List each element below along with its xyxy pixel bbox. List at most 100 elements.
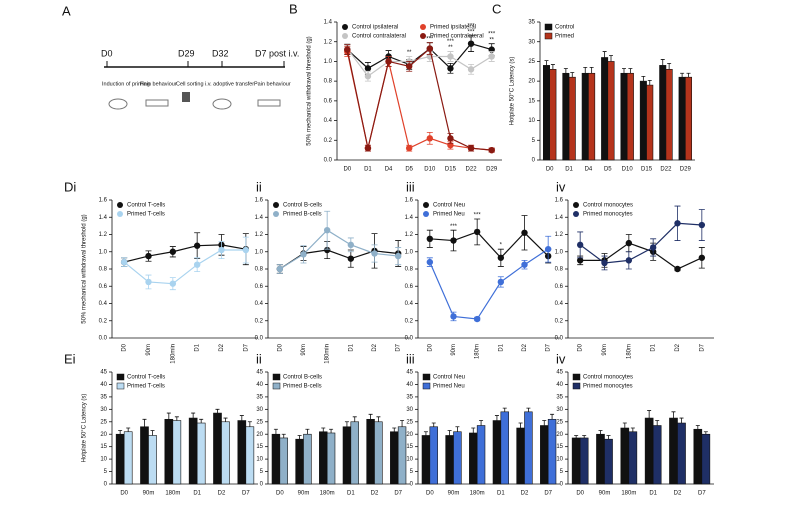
x-tick-label: 90m	[602, 344, 608, 356]
bar	[540, 425, 549, 485]
x-tick-label: D5	[604, 167, 612, 173]
point	[447, 135, 454, 142]
point	[145, 252, 152, 260]
x-tick-label: D4	[385, 167, 393, 173]
bar	[429, 426, 438, 485]
y-tick-label: 0.2	[255, 318, 264, 324]
bar	[549, 69, 557, 161]
point	[450, 313, 457, 320]
legend-label: Primed monocytes	[583, 384, 633, 390]
error-bar	[622, 422, 627, 428]
error-bar	[686, 72, 691, 78]
timeline-label: D0	[101, 48, 113, 58]
legend-marker	[117, 202, 123, 208]
error-bar	[305, 428, 310, 435]
legend-marker	[420, 24, 426, 30]
y-tick-label: 35	[528, 20, 535, 26]
point	[576, 241, 584, 249]
y-tick-label: 40	[100, 382, 107, 388]
x-tick-label: 180m	[165, 491, 180, 497]
x-tick-label: 180m	[470, 491, 485, 497]
bar	[626, 72, 634, 161]
y-tick-label: 20	[256, 432, 263, 438]
error-bar	[628, 68, 633, 74]
x-tick-label: D7	[396, 343, 402, 351]
point	[467, 40, 475, 47]
x-tick-label: D0	[343, 167, 351, 173]
bar	[568, 76, 576, 161]
x-tick-label: 90m	[451, 344, 457, 356]
legend-label: Control contralateral	[352, 34, 406, 40]
point	[426, 45, 434, 52]
x-tick-label: D0	[576, 491, 584, 497]
y-tick-label: 0.8	[555, 267, 564, 273]
x-tick-label: D15	[445, 167, 457, 173]
bar	[562, 72, 570, 161]
y-tick-label: 5	[260, 469, 264, 475]
point	[674, 220, 681, 227]
y-tick-label: 0	[260, 482, 264, 488]
point	[364, 65, 372, 72]
error-bar	[142, 418, 147, 427]
legend-label: Control Neu	[433, 203, 465, 209]
x-tick-label: D1	[364, 167, 372, 173]
x-tick-label: D1	[347, 491, 355, 497]
error-bar	[166, 412, 171, 420]
error-bar	[630, 427, 635, 432]
bar	[279, 437, 288, 485]
panel-label: iii	[406, 351, 415, 366]
error-bar	[518, 422, 523, 428]
legend-label: Control Neu	[433, 375, 465, 381]
bar	[390, 431, 399, 485]
error-bar	[199, 418, 204, 424]
error-bar	[621, 68, 626, 74]
legend-label: Control ipsilateral	[352, 25, 398, 31]
x-tick-label: D0	[546, 167, 554, 173]
y-tick-label: 45	[100, 370, 107, 376]
step-label: Induction of priming	[102, 81, 150, 87]
point	[218, 246, 225, 254]
x-tick-label: D0	[277, 343, 283, 351]
bar	[188, 417, 198, 485]
bar	[571, 437, 581, 485]
x-tick-label: D0	[426, 491, 434, 497]
y-tick-label: 0.4	[405, 301, 414, 307]
panel-label: ii	[256, 179, 262, 194]
x-tick-label: 180m	[626, 344, 632, 359]
y-tick-label: 15	[100, 444, 107, 450]
error-bar	[598, 430, 603, 435]
y-tick-label: 0.8	[99, 267, 108, 273]
y-tick-label: 0.0	[405, 336, 414, 342]
timeline-label: D7 post i.v.	[255, 48, 299, 58]
x-tick-label: D1	[195, 343, 201, 351]
y-axis-label: Hotplate 50°C Latency (s)	[82, 394, 88, 463]
error-bar	[602, 51, 607, 58]
bar	[685, 76, 693, 161]
timeline-label: D32	[212, 48, 229, 58]
point	[488, 53, 495, 60]
panel-a: A D0 D29 D32 D7 post i.v. Induction of p…	[62, 3, 299, 110]
error-bar	[574, 435, 579, 438]
bar	[445, 435, 454, 485]
point	[544, 245, 552, 253]
x-tick-label: D7	[243, 343, 249, 351]
error-bar	[563, 68, 568, 74]
bar	[476, 425, 486, 485]
significance-label: **	[407, 50, 412, 56]
error-bar	[400, 420, 405, 427]
x-tick-label: D1	[348, 343, 354, 351]
y-tick-label: 0.4	[99, 301, 108, 307]
apparatus-icon	[145, 99, 169, 107]
x-tick-label: 180m	[621, 491, 636, 497]
point	[447, 65, 454, 72]
bar	[319, 431, 328, 485]
error-bar	[679, 417, 684, 424]
bar	[492, 420, 502, 485]
legend-label: Control	[555, 25, 574, 31]
significance-label: ***	[450, 224, 458, 230]
bar	[213, 412, 222, 485]
y-tick-label: 1.6	[405, 198, 414, 204]
error-bar	[680, 72, 685, 78]
legend-label: Primed T-cells	[127, 384, 165, 390]
y-tick-label: 30	[256, 407, 263, 413]
